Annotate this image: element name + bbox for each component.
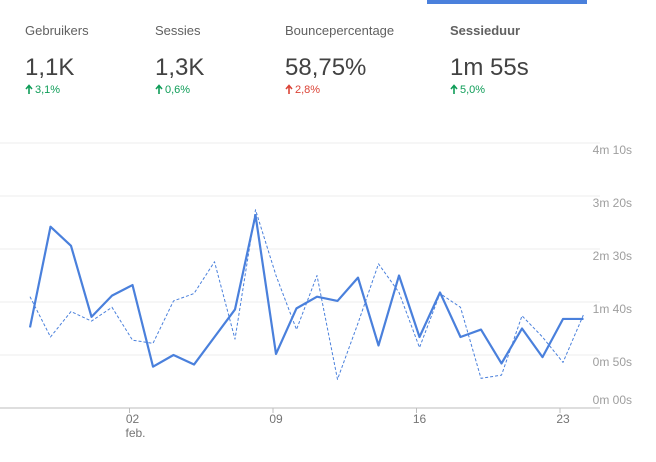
metric-value: 1,1K [25, 54, 74, 81]
x-tick-label: 16 [413, 412, 427, 426]
x-tick-label: 09 [269, 412, 283, 426]
metric-change: 5,0% [460, 84, 485, 96]
month-label: feb. [125, 426, 145, 440]
trend-arrow [450, 84, 458, 94]
metric-change: 0,6% [165, 84, 190, 96]
trend-arrow [155, 84, 163, 94]
y-tick-label: 3m 20s [593, 196, 632, 210]
metric-tab[interactable] [15, 0, 140, 100]
metric-change: 2,8% [295, 84, 320, 96]
metric-label: Sessieduur [450, 23, 520, 38]
metric-label: Gebruikers [25, 23, 89, 38]
trend-arrow [285, 84, 293, 94]
x-tick-label: 02 [126, 412, 140, 426]
metric-value: 1m 55s [450, 54, 529, 81]
metric-tab[interactable] [440, 0, 565, 100]
metric-label: Bouncepercentage [285, 23, 394, 38]
y-tick-label: 0m 50s [593, 355, 632, 369]
metric-change: 3,1% [35, 84, 60, 96]
y-tick-label: 2m 30s [593, 249, 632, 263]
y-tick-label: 0m 00s [593, 393, 632, 407]
metric-label: Sessies [155, 23, 201, 38]
selected-tab-indicator [427, 0, 587, 4]
metric-tab[interactable] [145, 0, 270, 100]
series-line [28, 213, 584, 368]
trend-arrow [25, 84, 33, 94]
metric-value: 1,3K [155, 54, 204, 81]
metric-tab[interactable] [275, 0, 400, 100]
x-tick-label: 23 [556, 412, 570, 426]
y-tick-label: 1m 40s [593, 302, 632, 316]
metric-value: 58,75% [285, 54, 366, 81]
y-tick-label: 4m 10s [593, 143, 632, 157]
